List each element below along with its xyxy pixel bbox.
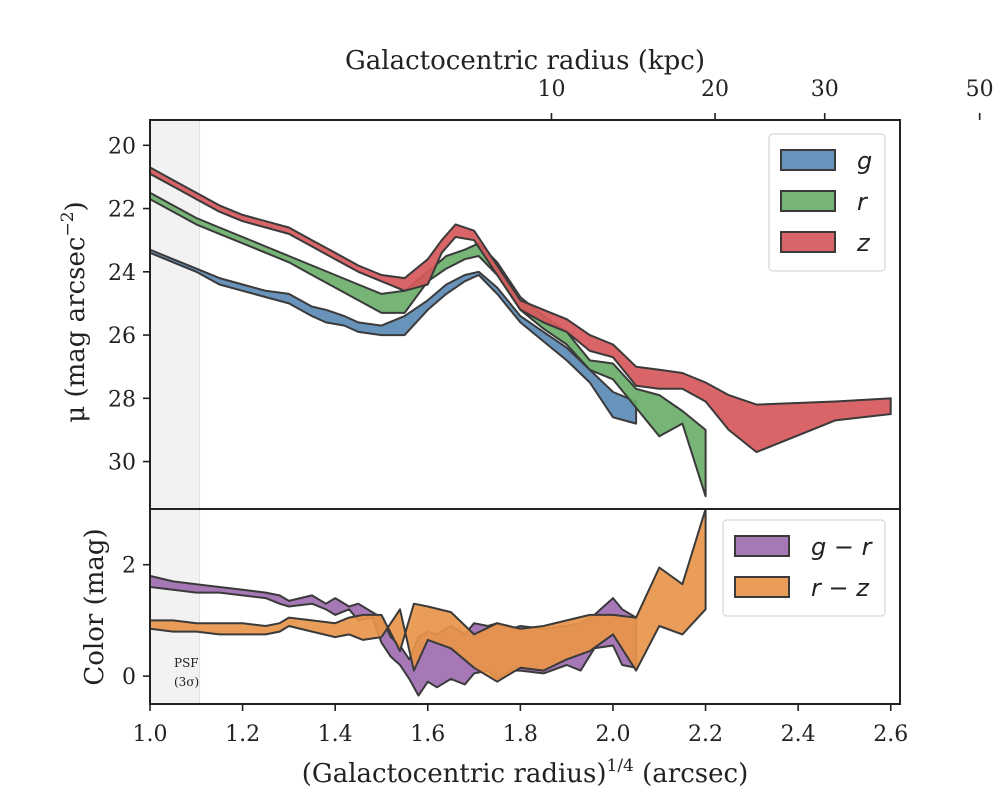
x-tick-label: 1.4 [318,722,353,747]
top-tick-label: 10 [537,77,565,102]
band-g [150,248,638,425]
legend-entry-z: z [856,229,871,257]
legend-swatch-g [780,149,836,171]
legend-entry-r: r [857,188,869,216]
x-tick-label: 2.4 [781,722,816,747]
x-axis-label-unit: (arcsec) [634,759,748,789]
y-tick-label: 0 [122,665,136,690]
y-tick-label: 30 [108,451,136,476]
band-z [150,166,892,454]
y-label-exponent: −2 [58,211,78,236]
y-label-close: ) [61,201,91,211]
legend-entry-g: g [857,147,872,175]
axis-ticks: 20 22 24 26 28 30 0 2 1.0 1.2 1.4 1.6 1.8 2.0 2.2 2.4 2.… [108,77,994,747]
legend-entry-g-r: g − r [811,533,874,561]
psf-label-line2: (3σ) [174,675,199,689]
x-axis-label: (Galactocentric radius)1/4 (arcsec) [302,756,748,789]
band-r-z [150,509,707,683]
color-y-label: Color (mag) [80,528,110,685]
legend-entry-r-z: r − z [811,574,870,602]
color-legend: g − r r − z [722,519,886,617]
x-tick-label: 1.6 [410,722,445,747]
x-axis-label-exponent: 1/4 [607,756,634,776]
band-r [150,191,707,498]
surface-brightness-legend: grz [768,133,886,272]
surface-brightness-y-label: μ (mag arcsec−2) [58,201,91,422]
x-tick-label: 2.2 [688,722,723,747]
top-tick-label: 50 [966,77,994,102]
x-tick-label: 2.0 [595,722,630,747]
x-tick-label: 1.2 [225,722,260,747]
psf-label-line1: PSF [174,656,199,670]
color-axes-frame [149,508,901,705]
x-tick-label: 1.0 [133,722,168,747]
top-tick-label: 30 [811,77,839,102]
color-bands [150,509,707,697]
x-tick-label: 2.6 [873,722,908,747]
legend-swatch-r [780,190,836,212]
top-axis-label: Galactocentric radius (kpc) [345,46,705,76]
y-tick-label: 26 [108,324,136,349]
surface-brightness-bands [150,166,892,498]
legend-swatch-r-z [734,576,790,598]
y-label-main: μ (mag arcsec [61,237,91,423]
y-tick-label: 22 [108,198,136,223]
y-tick-label: 20 [108,134,136,159]
legend-swatch-z [780,231,836,253]
top-tick-label: 20 [701,77,729,102]
y-tick-label: 24 [108,261,136,286]
x-axis-label-main: (Galactocentric radius) [302,759,607,789]
y-tick-label: 28 [108,387,136,412]
x-tick-label: 1.8 [503,722,538,747]
y-tick-label: 2 [122,554,136,579]
legend-swatch-g-r [734,535,790,557]
